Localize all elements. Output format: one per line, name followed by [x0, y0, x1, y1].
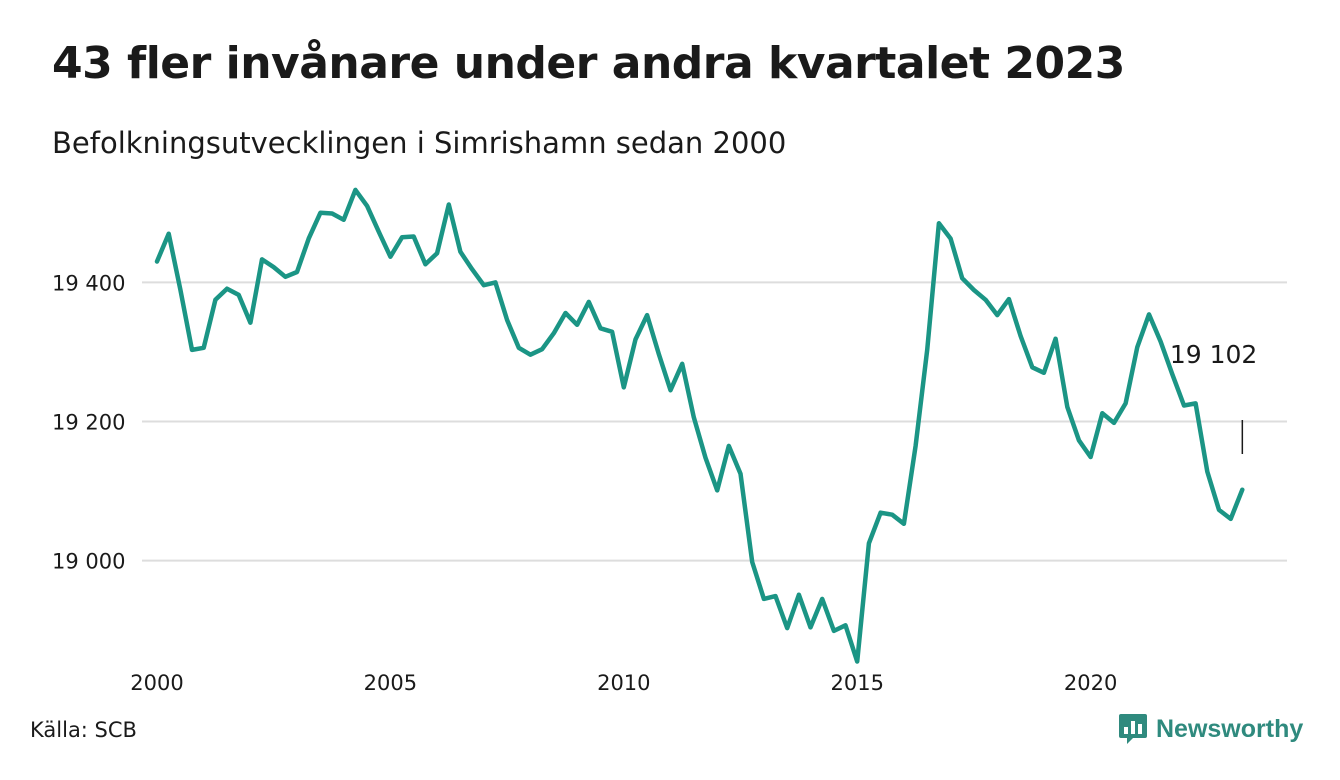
y-tick-label: 19 400	[52, 271, 125, 295]
x-tick-label: 2005	[364, 671, 417, 695]
gridlines	[142, 281, 1287, 562]
series-line	[154, 187, 1245, 664]
x-tick-label: 2010	[597, 671, 650, 695]
y-axis-ticks: 19 000 19 200 19 400	[52, 271, 125, 573]
x-tick-label: 2020	[1064, 671, 1117, 695]
brand-logo[interactable]: Newsworthy	[1118, 712, 1303, 746]
x-tick-label: 2015	[830, 671, 883, 695]
series-layer	[154, 187, 1245, 664]
annotation-label: 19 102	[1170, 340, 1257, 369]
chart-subtitle: Befolkningsutvecklingen i Simrishamn sed…	[52, 126, 787, 160]
x-tick-label: 2000	[130, 671, 183, 695]
x-axis-ticks: 2000 2005 2010 2015 2020	[130, 671, 1117, 695]
chart-title: 43 fler invånare under andra kvartalet 2…	[52, 38, 1125, 89]
y-tick-label: 19 000	[52, 550, 125, 574]
bar-chart-speech-bubble-icon	[1119, 714, 1147, 744]
brand-name: Newsworthy	[1156, 714, 1304, 743]
y-tick-label: 19 200	[52, 411, 125, 435]
annotations: 19 102	[1170, 340, 1257, 454]
source-note: Källa: SCB	[30, 718, 137, 742]
